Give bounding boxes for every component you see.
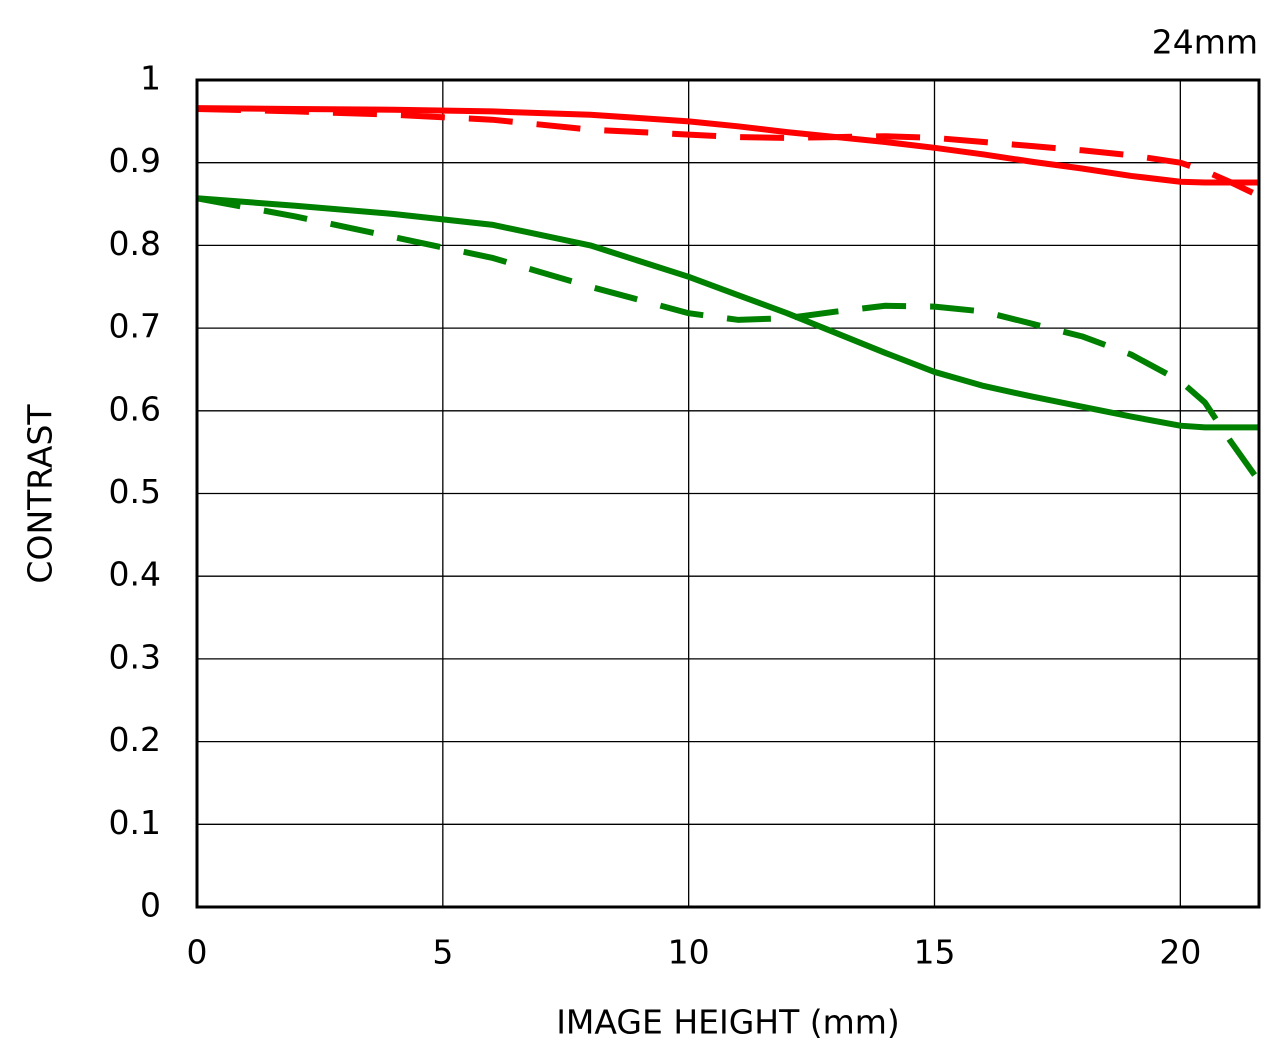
series-line	[196, 105, 1259, 186]
plot-frame	[195, 78, 1261, 909]
x-axis-label: IMAGE HEIGHT (mm)	[556, 1003, 900, 1042]
x-tick-label: 5	[432, 933, 453, 972]
y-tick-label: 0.2	[109, 720, 161, 759]
y-tick-label: 0.8	[109, 224, 161, 263]
y-tick-label: 0	[140, 886, 161, 925]
x-tick-label: 0	[187, 933, 208, 972]
series-line	[196, 195, 1262, 483]
annotation: 24mm	[1152, 23, 1258, 62]
x-tick-label: 15	[914, 933, 956, 972]
y-tick-label: 0.5	[109, 472, 161, 511]
x-tick-label: 10	[668, 933, 710, 972]
y-tick-label: 1	[140, 59, 161, 98]
series-line	[196, 195, 1259, 431]
y-tick-label: 0.9	[109, 141, 161, 180]
y-tick-label: 0.3	[109, 637, 161, 676]
x-tick-label: 20	[1159, 933, 1201, 972]
series-line	[196, 105, 1261, 199]
y-tick-label: 0.1	[109, 803, 161, 842]
y-axis-label: CONTRAST	[21, 404, 60, 584]
y-tick-label: 0.4	[109, 555, 161, 594]
y-tick-label: 0.6	[109, 389, 161, 428]
y-tick-label: 0.7	[109, 307, 161, 346]
